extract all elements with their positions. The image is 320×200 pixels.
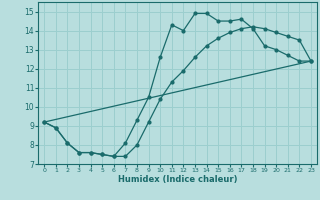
X-axis label: Humidex (Indice chaleur): Humidex (Indice chaleur) bbox=[118, 175, 237, 184]
